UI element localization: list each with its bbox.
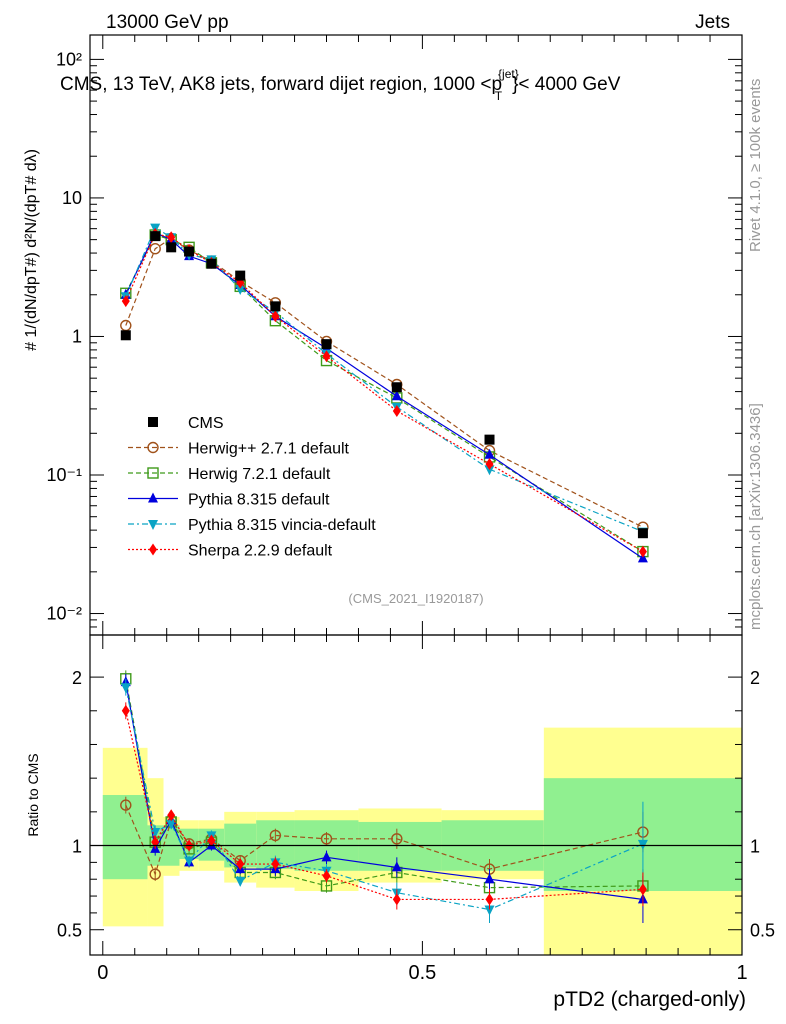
- ratio-point-sherpa: [207, 834, 216, 847]
- point-herwigpp: [149, 243, 161, 255]
- legend-marker-vincia: [148, 520, 158, 530]
- ratio-point-sherpa: [392, 893, 401, 906]
- legend-marker-pythia: [148, 492, 158, 503]
- ratio-y-tick-label: 1: [72, 837, 82, 857]
- x-tick-label: 1: [736, 962, 747, 984]
- point-sherpa: [322, 350, 331, 363]
- plot-title-tail: }< 4000 GeV: [512, 74, 621, 95]
- ratio-point-vincia: [235, 876, 246, 887]
- y-tick-label: 10⁻²: [46, 604, 82, 624]
- ratio-point-sherpa: [271, 858, 280, 871]
- legend-label-vincia: Pythia 8.315 vincia-default: [188, 517, 376, 534]
- point-cms: [166, 242, 177, 253]
- axes: 10⁻² 10⁻¹ 1 10 10² 0.5 0.5 1 1 2 2 0 0.5 1: [46, 35, 775, 984]
- ratio-plot: [90, 670, 742, 923]
- point-cms: [484, 434, 495, 445]
- x-tick-label: 0: [97, 962, 108, 984]
- point-cms: [270, 301, 281, 312]
- y-axis-label-main: # 1/(dN/dpT#) d²N/(dpT# dλ): [23, 149, 40, 351]
- ratio-point-vincia: [150, 828, 161, 839]
- ratio-point-vincia: [120, 683, 131, 694]
- point-cms: [637, 528, 648, 539]
- point-sherpa: [121, 295, 130, 308]
- point-sherpa: [392, 404, 401, 417]
- x-tick-label: 0.5: [408, 962, 436, 984]
- mcplots-label: mcplots.cern.ch [arXiv:1306.3436]: [747, 403, 764, 630]
- point-sherpa: [167, 231, 176, 244]
- point-cms: [391, 382, 402, 393]
- series-line-herwigpp: [125, 237, 644, 528]
- ratio-point-vincia: [637, 839, 648, 850]
- ratio-y-tick-label-right: 1: [750, 837, 760, 857]
- ratio-point-sherpa: [236, 858, 245, 871]
- legend-label-pythia: Pythia 8.315 default: [188, 492, 330, 509]
- point-sherpa: [638, 545, 647, 558]
- ratio-point-sherpa: [167, 809, 176, 822]
- point-sherpa: [271, 310, 280, 323]
- ratio-y-tick-label: 2: [72, 668, 82, 688]
- legend-marker-cms: [148, 417, 158, 427]
- legend: CMS Herwig++ 2.7.1 default Herwig 7.2.1 de…: [128, 415, 376, 560]
- legend-marker-herwigpp: [147, 441, 159, 454]
- plot-title-main: CMS, 13 TeV, AK8 jets, forward dijet reg…: [60, 74, 502, 95]
- ratio-point-sherpa: [121, 704, 130, 717]
- point-cms: [206, 258, 217, 269]
- ratio-point-herwigpp: [269, 829, 282, 842]
- plot-title: CMS, 13 TeV, AK8 jets, forward dijet reg…: [60, 67, 621, 103]
- main-plot: [120, 223, 649, 563]
- legend-marker-herwig7: [147, 467, 159, 479]
- analysis-id: (CMS_2021_I1920187): [348, 591, 483, 606]
- point-sherpa: [485, 458, 494, 471]
- header-category: Jets: [695, 12, 730, 33]
- y-axis-label-ratio: Ratio to CMS: [25, 753, 41, 836]
- legend-label-herwig7: Herwig 7.2.1 default: [188, 466, 331, 483]
- point-cms: [120, 330, 131, 341]
- header-energy: 13000 GeV pp: [106, 12, 229, 33]
- series-line-vincia: [125, 226, 644, 533]
- point-vincia: [235, 285, 246, 296]
- point-pythia: [391, 390, 402, 401]
- point-vincia: [484, 465, 495, 476]
- ratio-y-tick-label-right: 2: [750, 668, 760, 688]
- plot-title-subscript: T: [495, 89, 503, 103]
- ratio-frame: [89, 634, 743, 956]
- point-cms: [150, 231, 161, 242]
- point-cms: [321, 339, 332, 350]
- ratio-point-sherpa: [485, 893, 494, 906]
- y-tick-label: 10²: [56, 49, 82, 69]
- ratio-point-herwigpp: [120, 799, 132, 811]
- x-axis-label: pTD2 (charged-only): [553, 988, 746, 1011]
- ratio-point-herwigpp: [391, 833, 403, 845]
- series-line-pythia: [125, 232, 644, 559]
- rivet-label: Rivet 4.1.0, ≥ 100k events: [747, 79, 764, 252]
- point-cms: [235, 270, 246, 281]
- ratio-point-vincia: [484, 905, 495, 916]
- y-tick-label: 10: [62, 188, 82, 208]
- ratio-point-pythia: [321, 851, 332, 862]
- plot-title-superscript: {jet}: [498, 67, 519, 81]
- y-tick-label: 10⁻¹: [46, 465, 82, 485]
- legend-label-cms: CMS: [188, 415, 224, 432]
- ratio-y-tick-label-right: 0.5: [750, 921, 775, 941]
- y-tick-label: 1: [72, 326, 82, 346]
- ratio-point-vincia: [166, 819, 177, 830]
- legend-marker-sherpa: [149, 543, 157, 556]
- legend-label-sherpa: Sherpa 2.2.9 default: [188, 543, 333, 560]
- ratio-band-inner: [102, 795, 148, 880]
- ratio-point-sherpa: [322, 869, 331, 882]
- ratio-point-pythia: [484, 873, 495, 884]
- ratio-band-inner: [358, 821, 442, 871]
- ratio-y-tick-label: 0.5: [57, 921, 82, 941]
- ratio-point-vincia: [184, 856, 195, 867]
- point-pythia: [484, 448, 495, 459]
- ratio-point-pythia: [391, 861, 402, 872]
- ratio-point-herwigpp: [320, 833, 333, 845]
- ratio-point-sherpa: [638, 883, 647, 896]
- legend-label-herwigpp: Herwig++ 2.7.1 default: [188, 441, 350, 458]
- ratio-point-herwigpp: [149, 868, 161, 880]
- point-cms: [184, 246, 195, 257]
